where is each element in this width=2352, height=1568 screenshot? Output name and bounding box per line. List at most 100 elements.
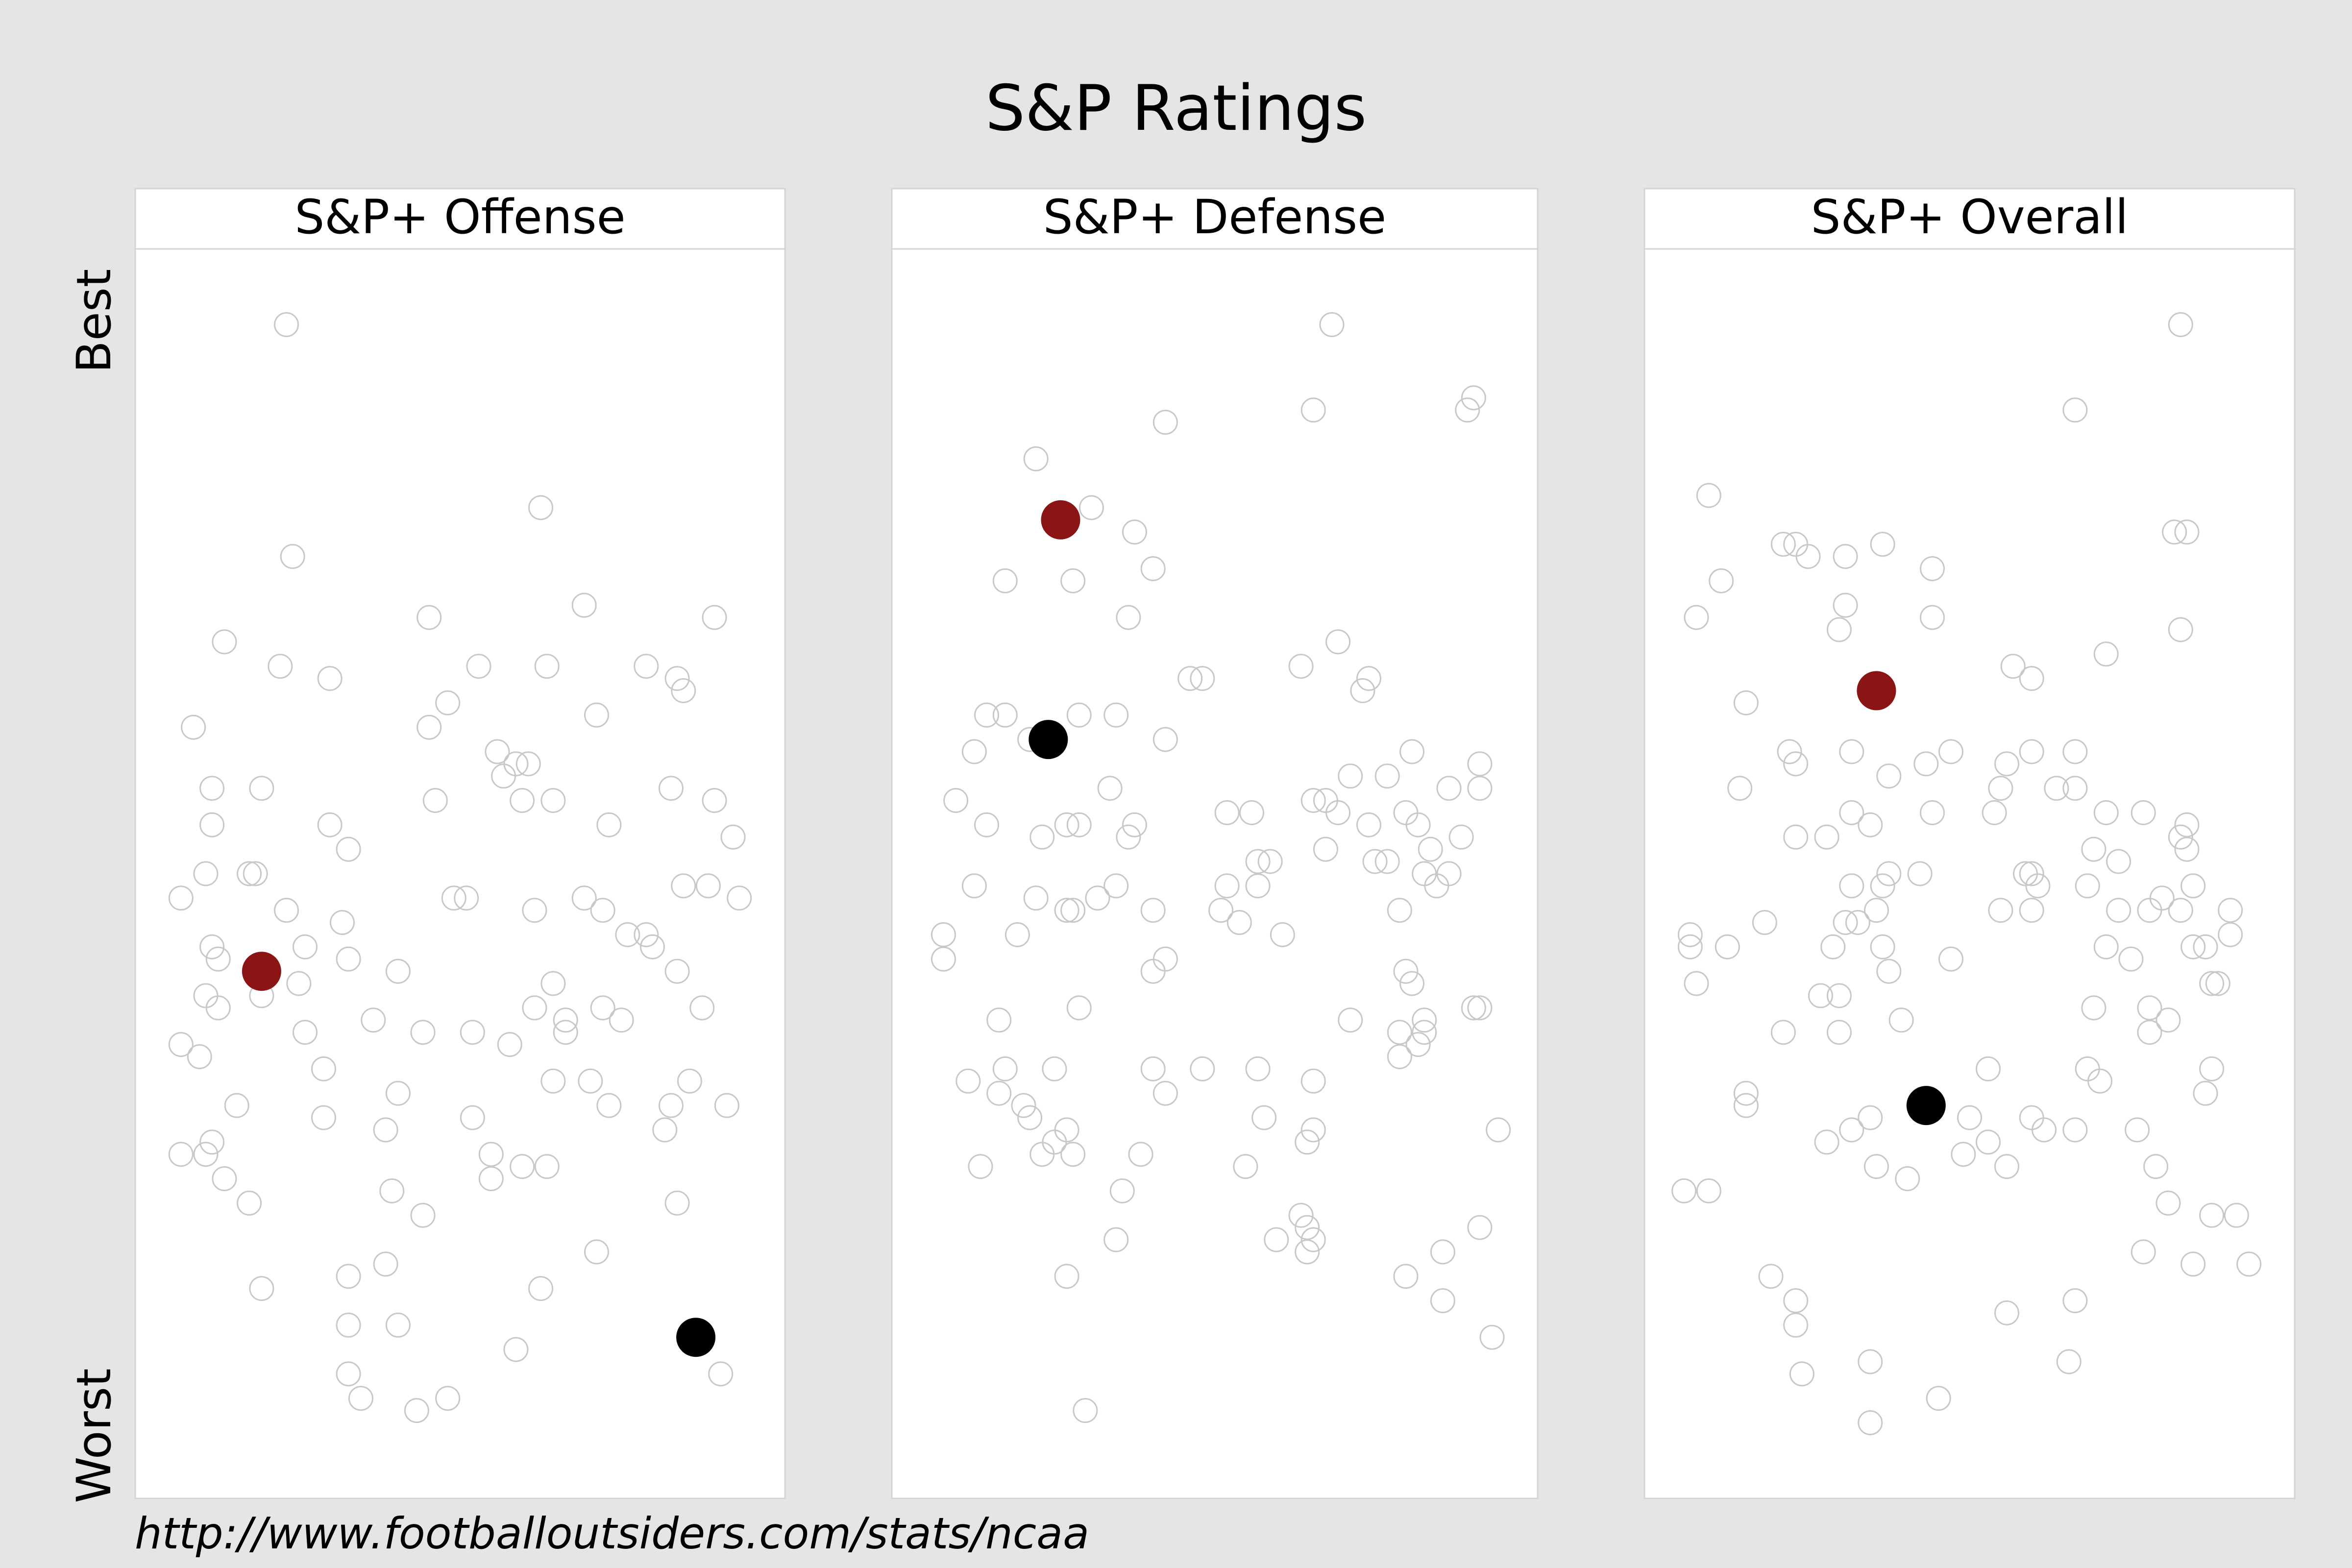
team-point xyxy=(1190,666,1215,691)
team-point xyxy=(2131,800,2156,825)
team-point xyxy=(454,885,479,911)
team-point xyxy=(1870,532,1895,557)
team-point xyxy=(2236,1251,2262,1277)
team-point xyxy=(1814,1129,1839,1155)
team-point xyxy=(1430,1239,1455,1265)
team-point xyxy=(1951,1142,1976,1167)
team-point xyxy=(1257,849,1283,874)
team-point xyxy=(695,873,721,899)
team-point xyxy=(385,958,411,984)
team-point xyxy=(1300,1117,1326,1143)
team-point xyxy=(1777,739,1802,764)
panel-background xyxy=(1643,248,2296,1499)
team-point xyxy=(1264,1227,1289,1252)
team-point xyxy=(540,788,566,813)
team-point xyxy=(522,898,547,923)
panel-2: S&P+ Defense xyxy=(891,188,1539,1499)
team-point xyxy=(1858,1410,1883,1435)
team-point xyxy=(193,1142,219,1167)
team-point xyxy=(2156,1190,2181,1216)
panel-1: S&P+ Offense xyxy=(134,188,786,1499)
team-point xyxy=(181,714,206,740)
team-point xyxy=(1988,776,2013,801)
highlight-team-red-point xyxy=(1041,500,1080,539)
team-point xyxy=(2174,812,2200,837)
team-point xyxy=(1042,1056,1067,1081)
team-point xyxy=(1356,666,1381,691)
team-point xyxy=(224,1093,249,1118)
team-point xyxy=(1214,873,1240,899)
team-point xyxy=(2137,995,2162,1021)
team-point xyxy=(1103,873,1129,899)
team-point xyxy=(441,885,466,911)
team-point xyxy=(1374,849,1400,874)
team-point xyxy=(1393,958,1419,984)
team-point xyxy=(2199,1202,2225,1228)
team-point xyxy=(1066,995,1092,1021)
team-point xyxy=(2106,849,2132,874)
team-point xyxy=(1696,483,1721,508)
team-point xyxy=(590,995,615,1021)
team-point xyxy=(317,812,343,837)
team-point xyxy=(727,885,752,911)
panel-label: S&P+ Offense xyxy=(294,190,625,245)
team-point xyxy=(2125,1117,2150,1143)
team-point xyxy=(2081,995,2107,1021)
team-point xyxy=(1245,1056,1271,1081)
team-point xyxy=(2044,776,2069,801)
team-point xyxy=(1399,739,1425,764)
team-point xyxy=(1245,873,1271,899)
team-point xyxy=(1696,1178,1721,1203)
team-point xyxy=(1863,898,1889,923)
team-point xyxy=(1919,556,1945,581)
facet-panels: S&P+ Offense S&P+ Defense S&P+ Overall xyxy=(134,188,2296,1499)
team-point xyxy=(2199,1056,2225,1081)
team-point xyxy=(1412,1007,1437,1033)
team-point xyxy=(671,873,696,899)
team-point xyxy=(1926,1386,1951,1411)
team-point xyxy=(2087,1068,2113,1094)
team-point xyxy=(1066,812,1092,837)
team-point xyxy=(503,1337,529,1362)
team-point xyxy=(329,910,355,935)
team-point xyxy=(1833,544,1858,569)
team-point xyxy=(1073,1398,1098,1423)
team-point xyxy=(1994,751,2020,777)
team-point xyxy=(293,1020,318,1045)
highlight-team-red-point xyxy=(1857,671,1896,710)
team-point xyxy=(1226,910,1252,935)
team-point xyxy=(1029,1142,1055,1167)
team-point xyxy=(1783,824,1809,850)
team-point xyxy=(510,788,535,813)
team-point xyxy=(1758,1264,1784,1289)
team-point xyxy=(1190,1056,1215,1081)
panel-strip xyxy=(134,188,786,250)
team-point xyxy=(1152,410,1178,435)
team-point xyxy=(671,678,696,703)
team-point xyxy=(478,1166,504,1191)
team-point xyxy=(1957,1105,1982,1130)
team-point xyxy=(658,1093,684,1118)
highlight-team-black-point xyxy=(1029,720,1068,760)
team-point xyxy=(249,776,274,801)
team-point xyxy=(578,1068,603,1094)
team-point xyxy=(1078,495,1104,520)
team-point xyxy=(385,1080,411,1106)
team-point xyxy=(1374,763,1400,789)
team-point xyxy=(1808,983,1833,1008)
team-point xyxy=(237,861,262,886)
team-point xyxy=(992,1056,1018,1081)
team-point xyxy=(1418,836,1443,862)
team-point xyxy=(664,1190,690,1216)
team-point xyxy=(1356,812,1381,837)
team-point xyxy=(1109,1178,1135,1203)
team-point xyxy=(2174,836,2200,862)
team-point xyxy=(2000,654,2026,679)
team-point xyxy=(584,1239,610,1265)
team-point xyxy=(497,1032,522,1057)
team-point xyxy=(1876,763,1902,789)
team-point xyxy=(1011,1093,1036,1118)
team-point xyxy=(1054,812,1079,837)
team-point xyxy=(1214,800,1240,825)
